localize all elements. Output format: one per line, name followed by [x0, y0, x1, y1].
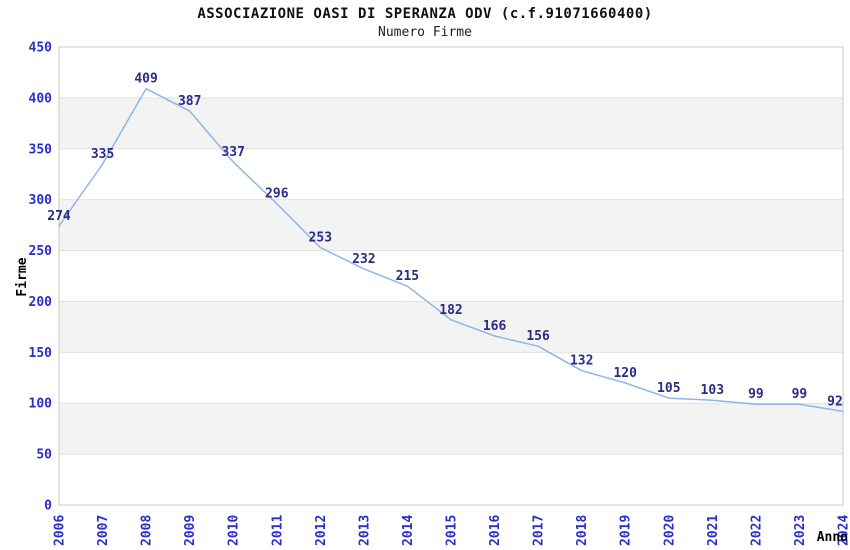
data-point-label: 103: [701, 383, 724, 398]
x-tick-label: 2016: [488, 515, 503, 546]
x-tick-label: 2020: [662, 515, 677, 546]
data-point-label: 409: [134, 72, 157, 87]
x-tick-label: 2010: [227, 515, 242, 546]
grid-band: [59, 199, 843, 251]
data-point-label: 132: [570, 354, 593, 369]
y-tick-label: 200: [29, 295, 53, 310]
x-tick-label: 2019: [619, 515, 634, 546]
x-tick-label: 2017: [532, 515, 547, 546]
y-tick-label: 50: [36, 448, 52, 463]
x-tick-label: 2007: [96, 515, 111, 546]
data-point-label: 156: [526, 329, 550, 344]
chart-title: ASSOCIAZIONE OASI DI SPERANZA ODV (c.f.9…: [197, 6, 653, 22]
x-tick-label: 2021: [706, 515, 721, 546]
data-point-label: 99: [792, 387, 808, 402]
x-tick-label: 2015: [445, 515, 460, 546]
y-tick-label: 150: [29, 346, 53, 361]
x-tick-label: 2013: [357, 515, 372, 546]
data-point-label: 92: [827, 394, 843, 409]
data-point-label: 99: [748, 387, 764, 402]
data-point-label: 253: [309, 231, 332, 246]
data-point-label: 232: [352, 252, 375, 267]
x-axis-title: Anno: [817, 530, 848, 545]
x-tick-label: 2018: [575, 515, 590, 546]
y-tick-label: 400: [29, 91, 53, 106]
x-tick-label: 2006: [53, 515, 68, 546]
x-tick-label: 2014: [401, 515, 416, 546]
data-point-label: 335: [91, 147, 114, 162]
plot-border: [58, 46, 844, 506]
data-point-label: 105: [657, 381, 680, 396]
data-point-label: 337: [221, 145, 244, 160]
x-tick-label: 2022: [749, 515, 764, 546]
data-point-label: 296: [265, 187, 289, 202]
x-tick-label: 2023: [793, 515, 808, 546]
data-point-label: 215: [396, 269, 419, 284]
data-point-label: 387: [178, 94, 201, 109]
grid-band: [59, 301, 843, 353]
grid-band: [59, 403, 843, 455]
x-tick-label: 2009: [183, 515, 198, 546]
data-point-label: 274: [47, 209, 71, 224]
data-point-label: 182: [439, 303, 462, 318]
x-tick-label: 2011: [270, 515, 285, 546]
data-point-label: 166: [483, 319, 507, 334]
y-tick-label: 450: [29, 41, 53, 56]
grid-band: [59, 97, 843, 149]
y-tick-label: 0: [44, 499, 52, 514]
y-tick-label: 100: [29, 397, 53, 412]
x-tick-label: 2012: [314, 515, 329, 546]
series-line: [58, 87, 844, 413]
y-tick-label: 250: [29, 244, 53, 259]
data-point-label: 120: [613, 366, 637, 381]
y-tick-label: 350: [29, 142, 53, 157]
x-tick-label: 2024: [837, 515, 850, 546]
x-tick-label: 2008: [140, 515, 155, 546]
y-tick-label: 300: [29, 193, 53, 208]
chart-subtitle: Numero Firme: [378, 25, 472, 40]
y-axis-title: Firme: [15, 257, 30, 296]
